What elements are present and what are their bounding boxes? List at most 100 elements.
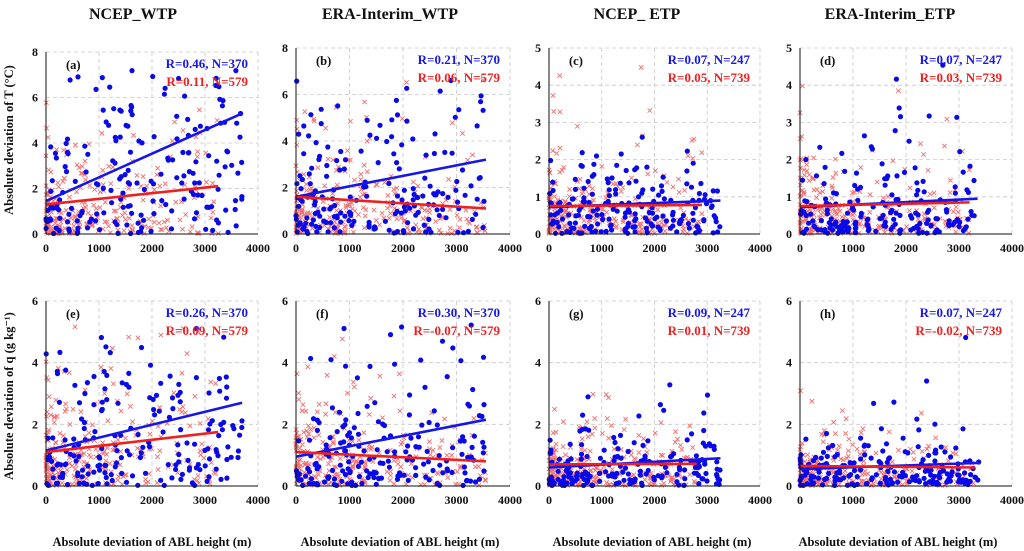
scatter-point-red (803, 216, 809, 222)
scatter-point-blue (160, 429, 166, 435)
scatter-point-blue (325, 144, 331, 150)
scatter-point-red (839, 214, 845, 220)
scatter-point-red (110, 447, 116, 453)
scatter-point-red (71, 223, 77, 229)
scatter-point-red (567, 186, 573, 192)
scatter-point-blue (552, 212, 558, 218)
scatter-point-blue (296, 438, 302, 444)
scatter-point-red (436, 227, 442, 233)
panel-label: (h) (820, 307, 835, 321)
scatter-point-blue (47, 454, 53, 460)
scatter-point-red (208, 379, 214, 385)
scatter-point-blue (192, 441, 198, 447)
scatter-point-red (943, 444, 949, 451)
scatter-point-blue (235, 454, 241, 461)
scatter-point-blue (890, 480, 896, 486)
scatter-point-blue (184, 440, 190, 446)
scatter-point-red (809, 398, 815, 404)
scatter-point-blue (166, 414, 172, 420)
y-tick-label: 4 (535, 78, 541, 92)
scatter-point-red (48, 412, 54, 418)
scatter-point-blue (659, 474, 665, 480)
scatter-point-blue (237, 432, 243, 438)
scatter-point-blue (364, 193, 370, 199)
scatter-point-blue (294, 181, 300, 187)
scatter-point-blue (623, 167, 629, 174)
scatter-point-blue (556, 456, 563, 462)
x-tick-label: 0 (43, 493, 49, 507)
scatter-point-blue (59, 474, 65, 481)
scatter-point-red (873, 450, 879, 456)
scatter-point-red (212, 470, 218, 477)
scatter-point-red (151, 187, 157, 193)
scatter-point-blue (170, 406, 176, 412)
scatter-point-red (608, 422, 614, 429)
y-tick-label: 5 (535, 41, 541, 55)
scatter-point-blue (381, 422, 388, 429)
scatter-point-red (344, 148, 351, 154)
scatter-point-red (614, 223, 620, 229)
scatter-point-blue (823, 430, 830, 437)
scatter-point-blue (125, 167, 131, 173)
scatter-point-blue (547, 437, 553, 443)
y-tick-label: 2 (282, 181, 288, 195)
scatter-point-blue (103, 344, 109, 350)
scatter-point-blue (135, 482, 141, 488)
scatter-point-blue (693, 453, 700, 459)
scatter-point-blue (882, 219, 888, 225)
scatter-point-red (72, 142, 78, 148)
x-tick-label: 1000 (841, 241, 865, 255)
scatter-point-red (439, 437, 445, 444)
scatter-point-blue (822, 476, 828, 482)
scatter-point-blue (97, 467, 103, 473)
scatter-point-red (550, 430, 556, 436)
scatter-point-blue (943, 207, 950, 213)
scatter-point-red (405, 472, 411, 478)
scatter-point-blue (473, 211, 479, 217)
scatter-point-blue (957, 149, 963, 155)
scatter-point-blue (912, 165, 918, 171)
scatter-point-blue (314, 229, 320, 235)
x-tick-label: 1000 (338, 493, 362, 507)
scatter-point-red (662, 228, 668, 234)
scatter-point-red (482, 478, 489, 484)
scatter-point-blue (206, 204, 212, 210)
scatter-point-blue (464, 477, 470, 483)
scatter-point-red (81, 450, 87, 457)
scatter-point-blue (696, 190, 703, 197)
scatter-point-red (316, 401, 322, 407)
scatter-point-blue (95, 463, 101, 469)
scatter-point-blue (462, 192, 468, 198)
scatter-point-blue (474, 196, 480, 202)
scatter-point-blue (340, 468, 346, 474)
scatter-point-blue (616, 480, 622, 486)
scatter-point-red (557, 109, 563, 115)
scatter-point-blue (684, 181, 690, 187)
scatter-point-red (933, 435, 939, 441)
x-axis-label-col1: Absolute deviation of ABL height (m) (53, 535, 252, 549)
scatter-point-blue (667, 225, 674, 231)
scatter-point-blue (386, 227, 392, 233)
scatter-point-blue (329, 405, 335, 411)
scatter-point-blue (605, 180, 611, 186)
scatter-point-red (373, 217, 379, 223)
scatter-point-red (84, 475, 90, 481)
scatter-point-red (118, 408, 124, 414)
scatter-point-blue (376, 475, 382, 481)
scatter-point-red (480, 77, 486, 83)
scatter-point-blue (622, 226, 629, 232)
scatter-point-blue (170, 157, 176, 163)
scatter-point-blue (963, 334, 969, 341)
scatter-point-blue (213, 466, 219, 472)
scatter-point-red (330, 439, 336, 445)
scatter-point-blue (468, 322, 474, 328)
scatter-point-blue (348, 435, 354, 441)
scatter-point-red (155, 165, 161, 171)
scatter-point-red (927, 191, 933, 197)
scatter-point-blue (347, 469, 353, 475)
scatter-point-blue (861, 133, 868, 139)
scatter-point-red (62, 408, 68, 414)
scatter-point-blue (461, 230, 467, 236)
column-title-ncep-wtp: NCEP_WTP (89, 6, 177, 23)
y-tick-label: 2 (32, 417, 38, 431)
